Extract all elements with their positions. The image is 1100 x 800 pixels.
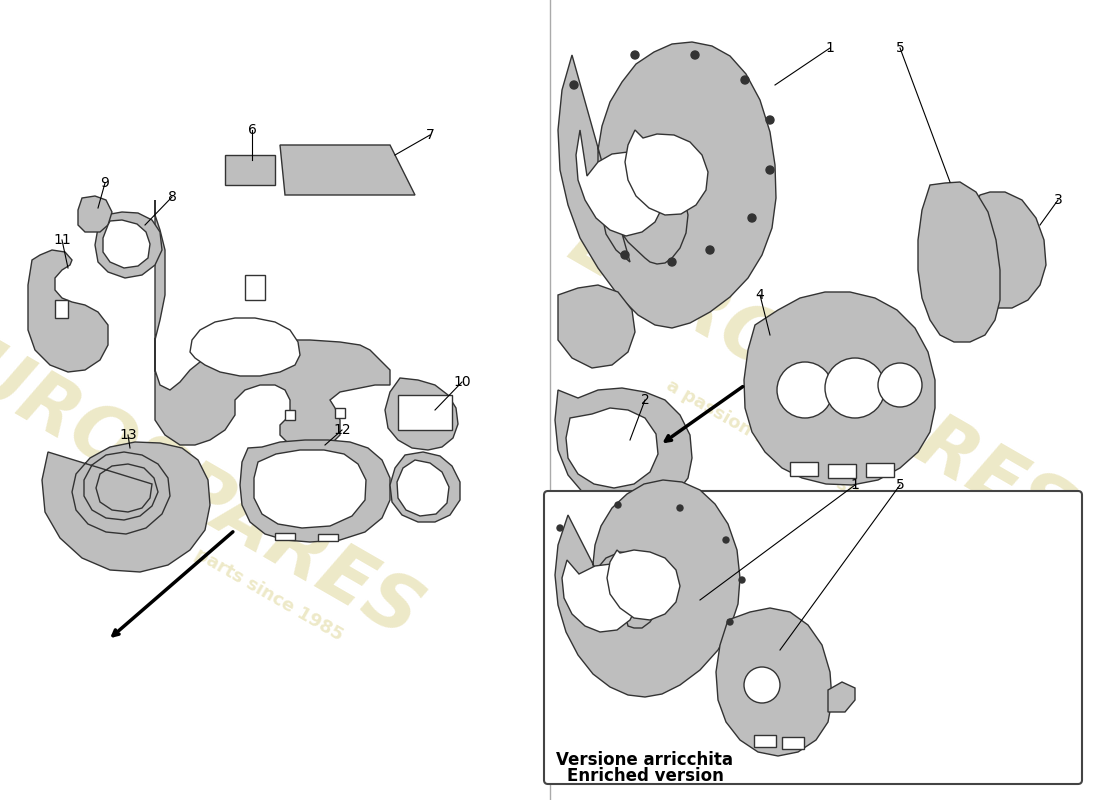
Polygon shape — [556, 480, 740, 697]
Circle shape — [777, 362, 833, 418]
Polygon shape — [625, 130, 708, 215]
Circle shape — [766, 116, 774, 124]
Circle shape — [706, 246, 714, 254]
Polygon shape — [275, 533, 295, 540]
Text: 11: 11 — [53, 233, 70, 247]
Polygon shape — [254, 450, 366, 528]
Text: 5: 5 — [895, 41, 904, 55]
Text: 12: 12 — [333, 423, 351, 437]
Circle shape — [621, 251, 629, 259]
Text: 7: 7 — [426, 128, 434, 142]
Circle shape — [691, 51, 698, 59]
Text: Versione arricchita: Versione arricchita — [557, 751, 734, 769]
Text: a passion for parts since 1985: a passion for parts since 1985 — [74, 476, 346, 644]
Polygon shape — [336, 408, 345, 418]
Circle shape — [723, 537, 729, 543]
Polygon shape — [558, 285, 635, 368]
Polygon shape — [828, 682, 855, 712]
Circle shape — [878, 363, 922, 407]
Text: 10: 10 — [453, 375, 471, 389]
Bar — [790, 462, 818, 476]
Polygon shape — [42, 442, 210, 572]
Polygon shape — [103, 220, 150, 268]
Circle shape — [727, 619, 733, 625]
Polygon shape — [318, 534, 338, 541]
Polygon shape — [918, 182, 1000, 342]
Text: 1: 1 — [826, 41, 835, 55]
Polygon shape — [190, 318, 300, 376]
Circle shape — [557, 525, 563, 531]
Polygon shape — [398, 395, 452, 430]
Text: EUROSPARES: EUROSPARES — [0, 306, 433, 654]
Text: 6: 6 — [248, 123, 256, 137]
Text: 9: 9 — [100, 176, 109, 190]
Text: 13: 13 — [119, 428, 136, 442]
Circle shape — [739, 577, 745, 583]
Polygon shape — [716, 608, 832, 756]
Circle shape — [631, 51, 639, 59]
Polygon shape — [226, 155, 275, 185]
Circle shape — [615, 502, 622, 508]
Text: EUROSPARES: EUROSPARES — [557, 206, 1084, 554]
Polygon shape — [965, 192, 1046, 308]
Circle shape — [676, 505, 683, 511]
Polygon shape — [240, 440, 390, 542]
Polygon shape — [245, 275, 265, 300]
Polygon shape — [566, 408, 658, 488]
Bar — [782, 737, 804, 749]
Polygon shape — [576, 130, 664, 236]
Polygon shape — [556, 388, 692, 512]
Polygon shape — [558, 42, 776, 328]
Polygon shape — [285, 410, 295, 420]
Bar — [754, 735, 776, 747]
Circle shape — [668, 258, 676, 266]
Polygon shape — [280, 145, 415, 195]
Polygon shape — [397, 460, 449, 516]
Circle shape — [741, 76, 749, 84]
Circle shape — [766, 166, 774, 174]
Bar — [866, 463, 894, 477]
Text: a passion for parts since 1985: a passion for parts since 1985 — [663, 376, 936, 544]
Circle shape — [748, 214, 756, 222]
Polygon shape — [385, 378, 458, 450]
Polygon shape — [607, 550, 680, 620]
Text: 8: 8 — [167, 190, 176, 204]
Circle shape — [744, 667, 780, 703]
Bar — [828, 464, 856, 478]
FancyBboxPatch shape — [544, 491, 1082, 784]
Polygon shape — [390, 452, 460, 522]
Polygon shape — [562, 560, 638, 632]
Text: Enriched version: Enriched version — [566, 767, 724, 785]
Circle shape — [570, 81, 578, 89]
Polygon shape — [744, 292, 935, 485]
Text: 3: 3 — [1054, 193, 1063, 207]
Polygon shape — [155, 200, 390, 448]
Text: 2: 2 — [640, 393, 649, 407]
Polygon shape — [55, 300, 68, 318]
Text: 4: 4 — [756, 288, 764, 302]
Polygon shape — [28, 250, 108, 372]
Text: 1: 1 — [850, 478, 859, 492]
Circle shape — [825, 358, 886, 418]
Polygon shape — [78, 196, 112, 232]
Text: 5: 5 — [895, 478, 904, 492]
Polygon shape — [95, 212, 162, 278]
